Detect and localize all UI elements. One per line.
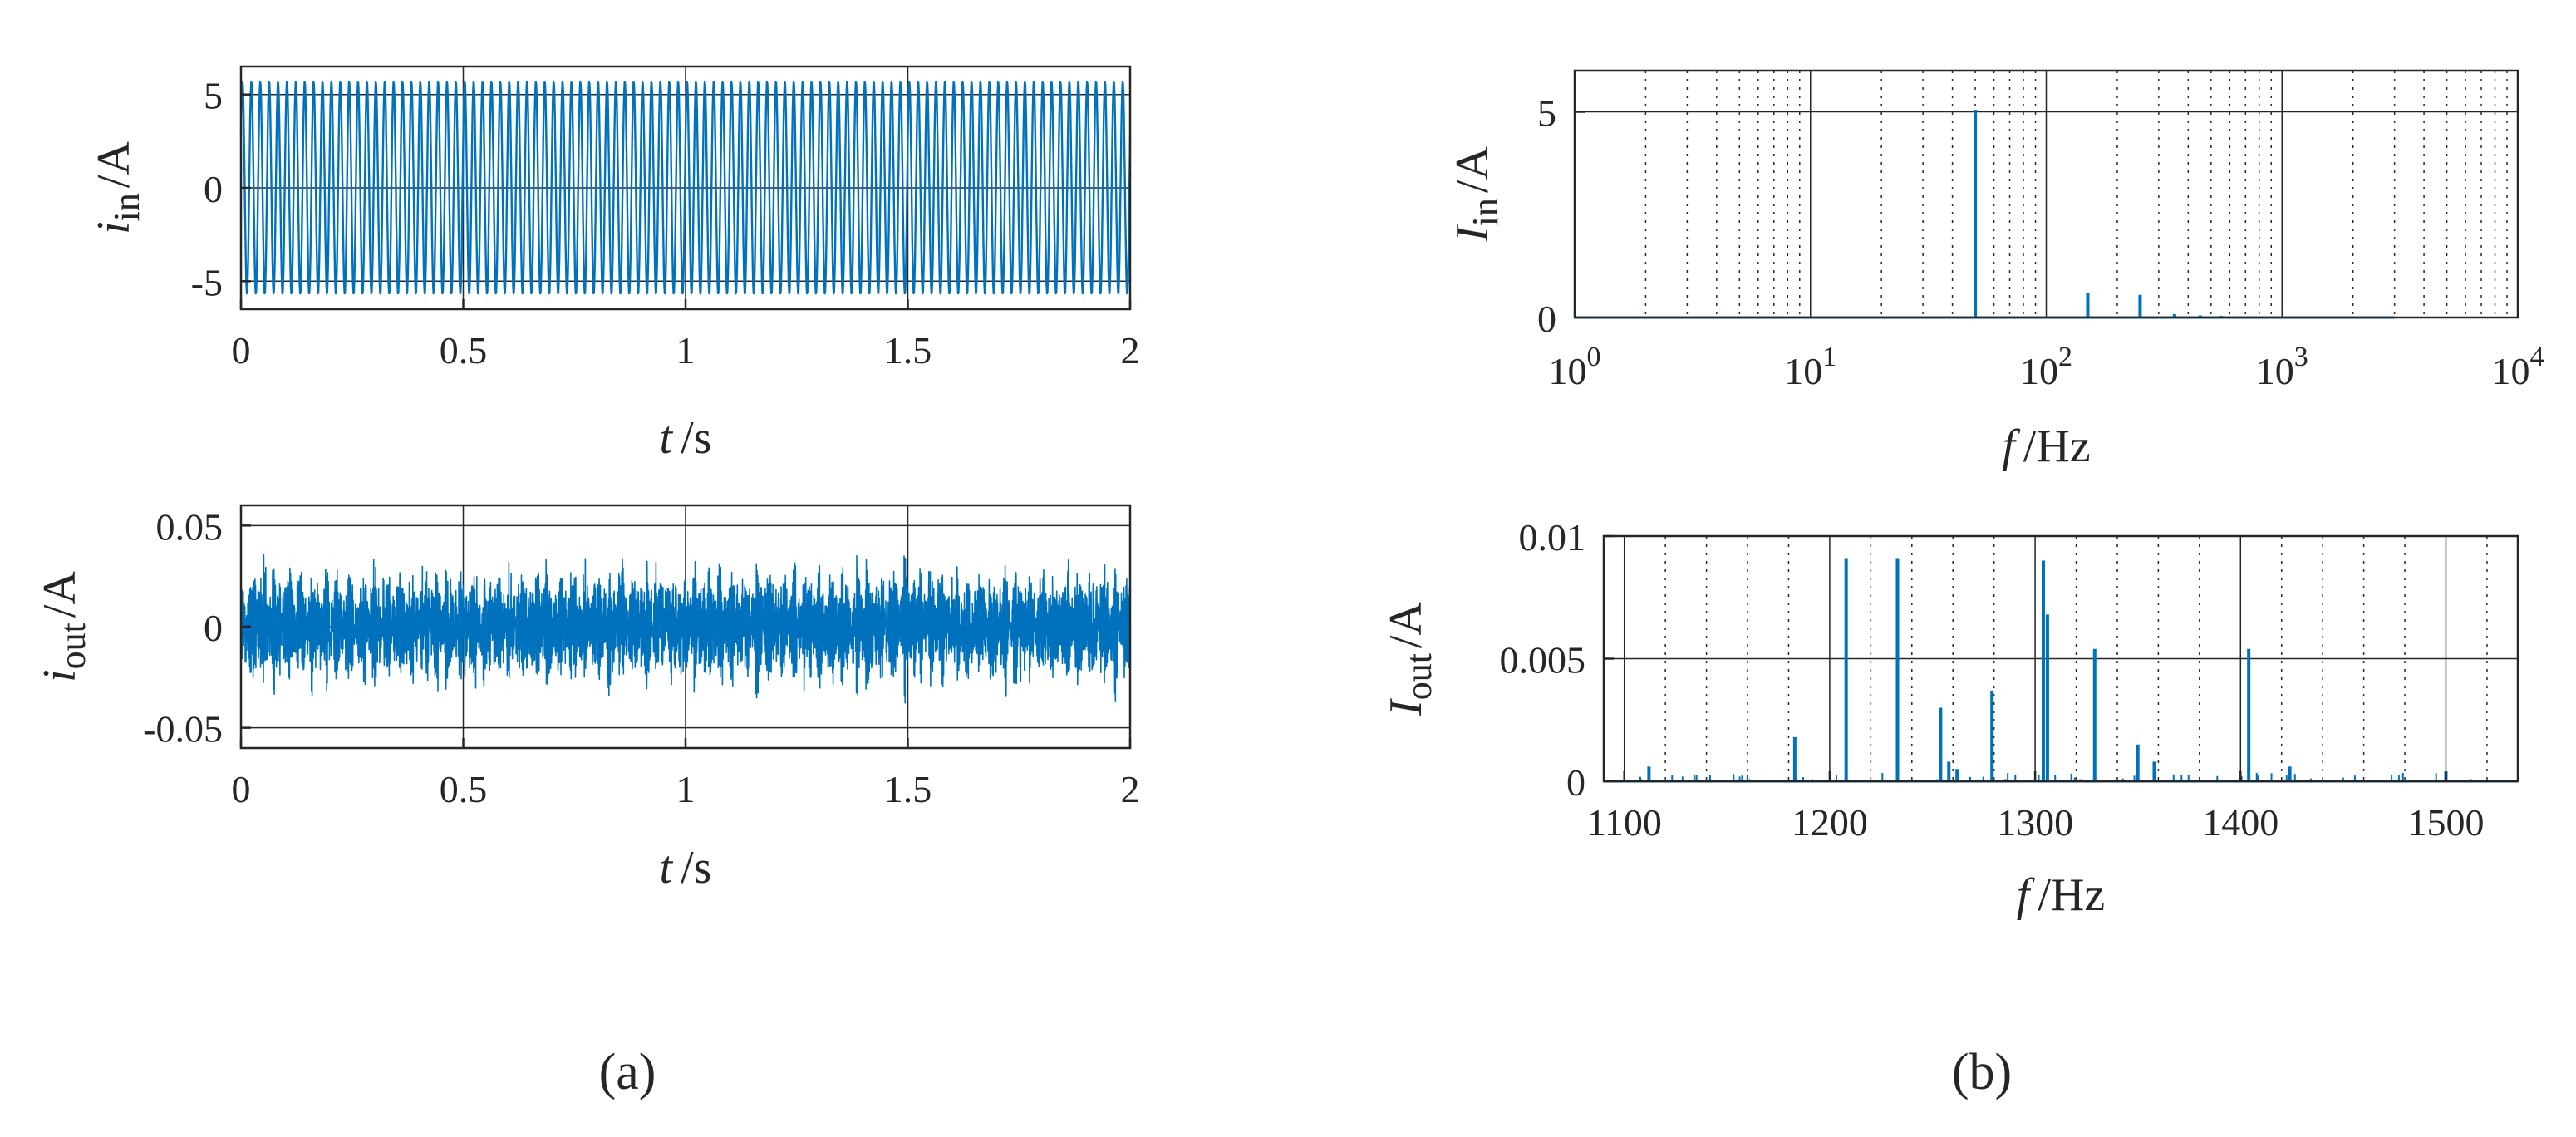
tick-label: 0 [204,607,223,649]
trace-layer [1604,558,2518,783]
tick-label: 0.5 [440,329,488,372]
x-axis-label: t/s [660,842,712,893]
tick-label: 0.01 [1519,516,1586,559]
grid-lines [1575,71,2518,317]
tick-label: 5 [204,75,223,117]
tick-label: -5 [191,261,223,303]
grid-lines [1604,536,2518,781]
tick-label: 2 [1121,768,1140,810]
tick-labels: 100 101 102 103 104 0 5 [1537,92,2544,393]
tick-label: 1200 [1792,801,1868,844]
tick-label: 104 [2492,342,2544,392]
tick-label: 103 [2256,342,2308,392]
tick-labels: 1100 1200 1300 1400 1500 0 0.005 0.01 [1500,516,2485,844]
tick-label: 0.5 [440,768,488,810]
tick-label: 0.05 [156,505,224,548]
series-line [240,554,1131,704]
chart-iout-spectrum: 1100 1200 1300 1400 1500 0 0.005 0.01 Iout/A f /… [1380,516,2519,921]
tick-label: 2 [1121,329,1140,372]
x-axis-label: t/s [660,412,712,464]
tick-label: 0 [232,329,251,372]
tick-labels: 0 0.5 1 1.5 2-505 [191,75,1140,372]
chart-iin-spectrum: 100 101 102 103 104 0 5 Iin/A f/Hz [1447,69,2544,472]
tick-label: 1300 [1997,801,2073,844]
trace-layer [240,554,1131,704]
tick-label: 0 [1537,298,1556,340]
tick-label: 5 [1537,92,1556,135]
x-axis-label: f/Hz [2017,869,2105,921]
y-axis-label: Iout/A [1380,601,1439,716]
tick-label: 1 [676,768,696,810]
tick-label: 101 [1784,342,1836,392]
tick-label: 1400 [2202,801,2279,844]
tick-label: 0 [1566,761,1585,804]
tick-label: 0 [232,768,251,810]
x-axis-label: f/Hz [2002,421,2090,472]
panel-label-b: (b) [1952,1044,2012,1100]
tick-label: -0.05 [143,708,223,751]
panel-label-a: (a) [599,1044,656,1100]
tick-label: 100 [1549,342,1601,392]
y-axis-label: iout/A [34,571,93,682]
y-axis-label: iin/A [88,141,147,234]
series-line [239,81,1132,295]
tick-label: 1100 [1587,801,1662,844]
plot-frame [1573,69,2519,319]
trace-layer [239,81,1132,295]
tick-label: 0.005 [1500,639,1586,682]
y-axis-label: Iin/A [1447,145,1506,242]
tick-label: 0 [204,168,223,210]
tick-label: 102 [2020,342,2072,392]
tick-label: 1.5 [884,768,932,810]
tick-label: 1 [676,329,696,372]
tick-label: 1500 [2407,801,2484,844]
tick-label: 1.5 [884,329,932,372]
chart-iin-time: 0 0.5 1 1.5 2-505 iin/A t/s [88,65,1140,464]
